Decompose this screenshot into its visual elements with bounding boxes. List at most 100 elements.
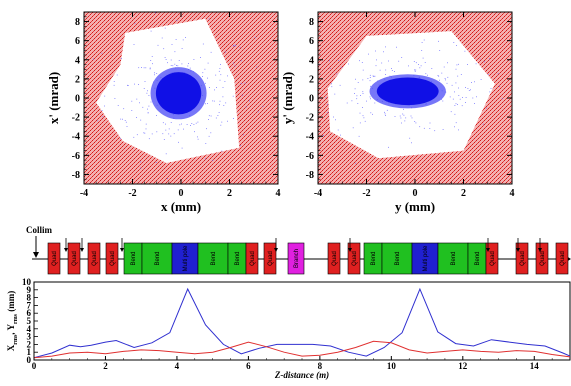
element-label: Quad bbox=[332, 251, 338, 266]
beamline-element: Quad bbox=[67, 242, 81, 275]
beamline-diagram: Collim Quad Quad Quad Quad Bend Bend Multi pole… bbox=[26, 225, 571, 275]
plot-frame bbox=[33, 281, 571, 361]
y-tick-label: -4 bbox=[72, 132, 80, 143]
element-box bbox=[411, 242, 439, 275]
y-tick-label: 0 bbox=[27, 355, 32, 365]
element-label: Quad bbox=[540, 251, 546, 266]
x-tick-label: 0 bbox=[32, 361, 37, 371]
y-tick-label: 4 bbox=[75, 55, 80, 66]
element-label: Multi pole bbox=[183, 245, 189, 271]
beamline-element: Quad bbox=[327, 242, 341, 275]
element-label: Quad bbox=[72, 251, 78, 266]
element-label: Quad bbox=[520, 251, 526, 266]
element-label: Branch bbox=[294, 249, 300, 268]
x-axis-label: Z-distance (m) bbox=[274, 370, 329, 380]
element-label: Quad bbox=[92, 251, 98, 266]
element-label: Multi pole bbox=[423, 245, 429, 271]
y-tick-label: 6 bbox=[27, 308, 32, 318]
y-axis-label: y' (mrad) bbox=[280, 72, 295, 124]
x-tick-label: 8 bbox=[318, 361, 323, 371]
diagnostic-arrow-head bbox=[64, 248, 68, 252]
y-tick-label: 7 bbox=[27, 300, 32, 310]
element-label: Bend bbox=[155, 251, 161, 265]
beamline-element: Quad bbox=[555, 242, 569, 275]
x-tick-label: 2 bbox=[461, 188, 466, 199]
beamline-element: Quad bbox=[515, 242, 529, 275]
x-tick-label: -2 bbox=[362, 188, 370, 199]
y-tick-label: 4 bbox=[309, 55, 314, 66]
y-tick-label: 8 bbox=[75, 17, 80, 28]
element-box bbox=[381, 242, 413, 275]
beamline-element: Bend bbox=[197, 242, 229, 275]
beamline-element: Branch bbox=[287, 242, 305, 275]
x-tick-label: 4 bbox=[175, 361, 180, 371]
element-label: Quad bbox=[250, 251, 256, 266]
x-tick-label: -4 bbox=[80, 188, 88, 199]
y-tick-label: 5 bbox=[27, 316, 32, 326]
x-axis-label: y (mm) bbox=[395, 199, 435, 214]
diagnostic-arrow-head bbox=[486, 248, 490, 252]
element-box bbox=[87, 242, 101, 275]
y-tick-label: -8 bbox=[72, 170, 80, 181]
beamline-element: Quad bbox=[245, 242, 259, 275]
x-tick-label: 12 bbox=[458, 361, 468, 371]
element-box bbox=[555, 242, 569, 275]
beamline-element: Multi pole bbox=[411, 242, 439, 275]
phase-space-y-plot: -4 -2 0 2 4 -8 -6 -4 -2 0 2 4 6 8 y (mm) y' (mrad) bbox=[280, 11, 515, 214]
element-label: Bend bbox=[371, 251, 377, 265]
element-box bbox=[47, 242, 61, 275]
diagnostic-arrow-head bbox=[80, 248, 84, 252]
element-label: Bend bbox=[131, 251, 137, 265]
y-tick-label: -4 bbox=[306, 132, 314, 143]
collimator-label: Collim bbox=[26, 225, 53, 235]
beamline-element: Bend bbox=[437, 242, 469, 275]
element-box bbox=[67, 242, 81, 275]
element-box bbox=[515, 242, 529, 275]
y-tick-label: 1 bbox=[27, 347, 32, 357]
y-tick-label: 2 bbox=[309, 74, 314, 85]
element-label: Bend bbox=[235, 251, 241, 265]
diagnostic-arrow-head bbox=[516, 248, 520, 252]
beamline-element: Quad bbox=[47, 242, 61, 275]
y-tick-label: 8 bbox=[27, 293, 32, 303]
x-tick-label: 10 bbox=[387, 361, 397, 371]
core-beam bbox=[155, 72, 202, 115]
beamline-element: Quad bbox=[263, 242, 277, 275]
element-box bbox=[105, 242, 119, 275]
y-tick-label: 2 bbox=[75, 74, 80, 85]
y-axis-label: Xrms, Yrms (mm) bbox=[6, 291, 19, 351]
x-axis-label: x (mm) bbox=[161, 199, 201, 214]
element-box bbox=[287, 242, 305, 275]
x-tick-label: 0 bbox=[179, 188, 184, 199]
beamline-element: Bend bbox=[467, 242, 487, 275]
y-tick-label: 0 bbox=[309, 94, 314, 105]
element-box bbox=[535, 242, 549, 275]
element-label: Bend bbox=[211, 251, 217, 265]
diagnostic-arrow-head bbox=[120, 248, 124, 252]
beamline-element: Quad bbox=[87, 242, 101, 275]
y-tick-label: 4 bbox=[27, 324, 32, 334]
red-series-line bbox=[33, 340, 571, 359]
x-tick-label: 2 bbox=[227, 188, 232, 199]
beamline-element: Quad bbox=[105, 242, 119, 275]
beamline-element: Bend bbox=[227, 242, 247, 275]
x-tick-label: 0 bbox=[413, 188, 418, 199]
y-tick-label: 6 bbox=[75, 36, 80, 47]
x-tick-label: 14 bbox=[530, 361, 540, 371]
element-label: Bend bbox=[475, 251, 481, 265]
element-label: Bend bbox=[451, 251, 457, 265]
beamline-element: Bend bbox=[363, 242, 383, 275]
y-tick-label: -6 bbox=[72, 151, 80, 162]
x-tick-label: 4 bbox=[510, 188, 515, 199]
element-label: Bend bbox=[395, 251, 401, 265]
diagnostic-arrow-head bbox=[538, 248, 542, 252]
y-tick-label: 0 bbox=[75, 94, 80, 105]
element-box bbox=[141, 242, 173, 275]
beamline-element: Bend bbox=[123, 242, 143, 275]
x-tick-label: 2 bbox=[103, 361, 108, 371]
phase-space-x-plot: -4 -2 0 2 4 -8 -6 -4 -2 0 2 4 6 8 x (mm) x' (mrad) bbox=[46, 11, 281, 214]
element-box bbox=[347, 242, 361, 275]
beamline-element: Multi pole bbox=[171, 242, 199, 275]
